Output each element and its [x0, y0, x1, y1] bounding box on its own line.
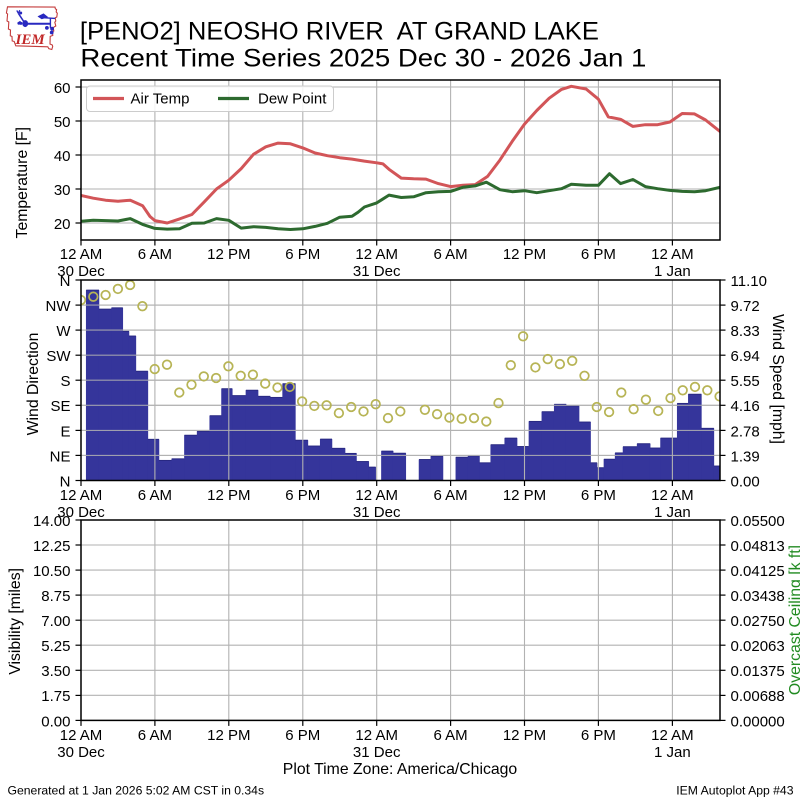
svg-text:Recent Time Series 2025 Dec 30: Recent Time Series 2025 Dec 30 - 2026 Ja…: [80, 45, 646, 73]
svg-text:SW: SW: [46, 348, 71, 365]
svg-text:60: 60: [54, 80, 71, 97]
svg-text:0.01375: 0.01375: [731, 663, 785, 680]
svg-text:N: N: [60, 473, 71, 490]
svg-text:12 PM: 12 PM: [207, 727, 250, 744]
svg-text:6 AM: 6 AM: [434, 487, 468, 504]
svg-text:6 AM: 6 AM: [138, 727, 172, 744]
svg-text:12 PM: 12 PM: [503, 246, 546, 263]
svg-text:14.00: 14.00: [33, 513, 71, 530]
svg-text:50: 50: [54, 114, 71, 131]
svg-text:6.94: 6.94: [731, 348, 760, 365]
svg-text:12 AM: 12 AM: [355, 246, 398, 263]
svg-text:12 AM: 12 AM: [651, 246, 694, 263]
svg-text:N: N: [60, 273, 71, 290]
svg-text:6 PM: 6 PM: [285, 487, 320, 504]
svg-text:6 AM: 6 AM: [138, 246, 172, 263]
svg-text:Generated at 1 Jan 2026 5:02 A: Generated at 1 Jan 2026 5:02 AM CST in 0…: [8, 784, 265, 798]
svg-text:6 PM: 6 PM: [285, 246, 320, 263]
svg-text:0.02750: 0.02750: [731, 613, 785, 630]
svg-text:11.10: 11.10: [731, 273, 767, 290]
svg-text:6 PM: 6 PM: [581, 246, 616, 263]
svg-text:6 PM: 6 PM: [285, 727, 320, 744]
svg-text:Visibility [miles]: Visibility [miles]: [7, 568, 24, 675]
svg-text:12 AM: 12 AM: [651, 487, 694, 504]
svg-text:NE: NE: [50, 448, 71, 465]
svg-text:1 Jan: 1 Jan: [654, 504, 691, 521]
svg-text:E: E: [60, 423, 70, 440]
svg-text:1 Jan: 1 Jan: [654, 263, 691, 280]
svg-text:20: 20: [54, 216, 71, 233]
svg-text:30 Dec: 30 Dec: [57, 504, 105, 521]
svg-text:Overcast Ceiling [k ft]: Overcast Ceiling [k ft]: [787, 545, 800, 695]
svg-text:31 Dec: 31 Dec: [353, 263, 401, 280]
svg-text:6 AM: 6 AM: [138, 487, 172, 504]
svg-text:0.05500: 0.05500: [731, 513, 785, 530]
svg-text:4.16: 4.16: [731, 398, 760, 415]
svg-text:12 PM: 12 PM: [207, 246, 250, 263]
svg-text:30 Dec: 30 Dec: [57, 744, 105, 761]
svg-text:12 AM: 12 AM: [60, 246, 103, 263]
svg-text:10.50: 10.50: [33, 563, 71, 580]
svg-text:Wind Speed [mph]: Wind Speed [mph]: [769, 314, 786, 444]
svg-text:Dew Point: Dew Point: [258, 91, 327, 108]
svg-text:12 PM: 12 PM: [503, 487, 546, 504]
svg-text:Temperature [F]: Temperature [F]: [14, 127, 31, 239]
svg-text:12 AM: 12 AM: [355, 487, 398, 504]
svg-text:30: 30: [54, 182, 71, 199]
svg-text:W: W: [56, 323, 71, 340]
svg-text:6 PM: 6 PM: [581, 487, 616, 504]
svg-text:0.03438: 0.03438: [731, 588, 785, 605]
svg-text:30 Dec: 30 Dec: [57, 263, 105, 280]
svg-text:12.25: 12.25: [33, 538, 71, 555]
svg-text:0.00: 0.00: [41, 713, 70, 730]
svg-text:31 Dec: 31 Dec: [353, 744, 401, 761]
svg-text:8.75: 8.75: [41, 588, 70, 605]
svg-text:IEM: IEM: [15, 32, 46, 48]
svg-text:1 Jan: 1 Jan: [654, 744, 691, 761]
svg-text:12 AM: 12 AM: [60, 727, 103, 744]
svg-text:IEM Autoplot App #43: IEM Autoplot App #43: [676, 784, 793, 798]
svg-text:5.55: 5.55: [731, 373, 760, 390]
svg-text:3.50: 3.50: [41, 663, 70, 680]
svg-text:12 AM: 12 AM: [651, 727, 694, 744]
svg-text:31 Dec: 31 Dec: [353, 504, 401, 521]
svg-text:8.33: 8.33: [731, 323, 760, 340]
svg-text:S: S: [60, 373, 70, 390]
svg-text:NW: NW: [46, 298, 72, 315]
svg-text:6 PM: 6 PM: [581, 727, 616, 744]
svg-text:0.04125: 0.04125: [731, 563, 785, 580]
svg-text:Wind Direction: Wind Direction: [25, 333, 42, 436]
svg-text:5.25: 5.25: [41, 638, 70, 655]
svg-text:6 AM: 6 AM: [434, 246, 468, 263]
svg-text:0.00000: 0.00000: [731, 713, 785, 730]
svg-text:6 AM: 6 AM: [434, 727, 468, 744]
svg-text:12 AM: 12 AM: [60, 487, 103, 504]
svg-text:40: 40: [54, 148, 71, 165]
svg-text:SE: SE: [50, 398, 70, 415]
svg-text:12 PM: 12 PM: [207, 487, 250, 504]
svg-text:1.39: 1.39: [731, 448, 760, 465]
svg-text:Air Temp: Air Temp: [131, 91, 190, 108]
svg-text:Plot Time Zone: America/Chicag: Plot Time Zone: America/Chicago: [283, 761, 518, 778]
svg-text:0.04813: 0.04813: [731, 538, 785, 555]
svg-text:0.00688: 0.00688: [731, 688, 785, 705]
svg-text:12 AM: 12 AM: [355, 727, 398, 744]
svg-text:0.02063: 0.02063: [731, 638, 785, 655]
svg-text:2.78: 2.78: [731, 423, 760, 440]
svg-text:12 PM: 12 PM: [503, 727, 546, 744]
svg-text:9.72: 9.72: [731, 298, 760, 315]
svg-text:7.00: 7.00: [41, 613, 70, 630]
svg-text:1.75: 1.75: [41, 688, 70, 705]
svg-text:[PENO2] NEOSHO RIVER AT GRAND: [PENO2] NEOSHO RIVER AT GRAND LAKE: [80, 17, 599, 45]
svg-text:0.00: 0.00: [731, 473, 760, 490]
